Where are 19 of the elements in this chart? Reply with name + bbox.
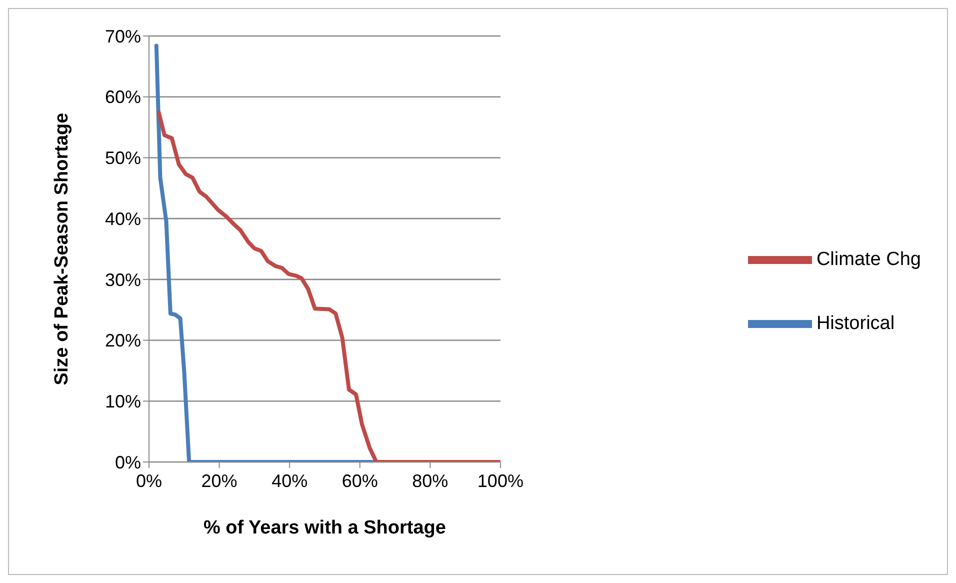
legend-label: Climate Chg xyxy=(816,248,921,270)
y-tick-label: 50% xyxy=(104,148,141,168)
x-axis-title: % of Years with a Shortage xyxy=(203,517,446,538)
x-tick-label: 40% xyxy=(272,470,308,491)
y-tick-label: 60% xyxy=(104,87,141,108)
y-tick-label: 40% xyxy=(104,208,141,229)
x-tick-label: 100% xyxy=(477,470,524,491)
x-tick-label: 60% xyxy=(342,470,378,491)
x-tick-label: 80% xyxy=(412,470,448,491)
y-tick-label: 0% xyxy=(114,452,141,472)
y-tick-label: 30% xyxy=(104,270,141,290)
y-tick-label: 20% xyxy=(104,330,141,351)
y-tick-label: 70% xyxy=(104,26,141,46)
y-axis-title: Size of Peak-Season Shortage xyxy=(52,112,73,386)
x-tick-label: 20% xyxy=(201,470,238,491)
y-tick-label: 10% xyxy=(104,392,141,412)
legend-label: Historical xyxy=(816,312,895,334)
line-series xyxy=(156,110,500,462)
x-tick-label: 0% xyxy=(136,470,162,491)
